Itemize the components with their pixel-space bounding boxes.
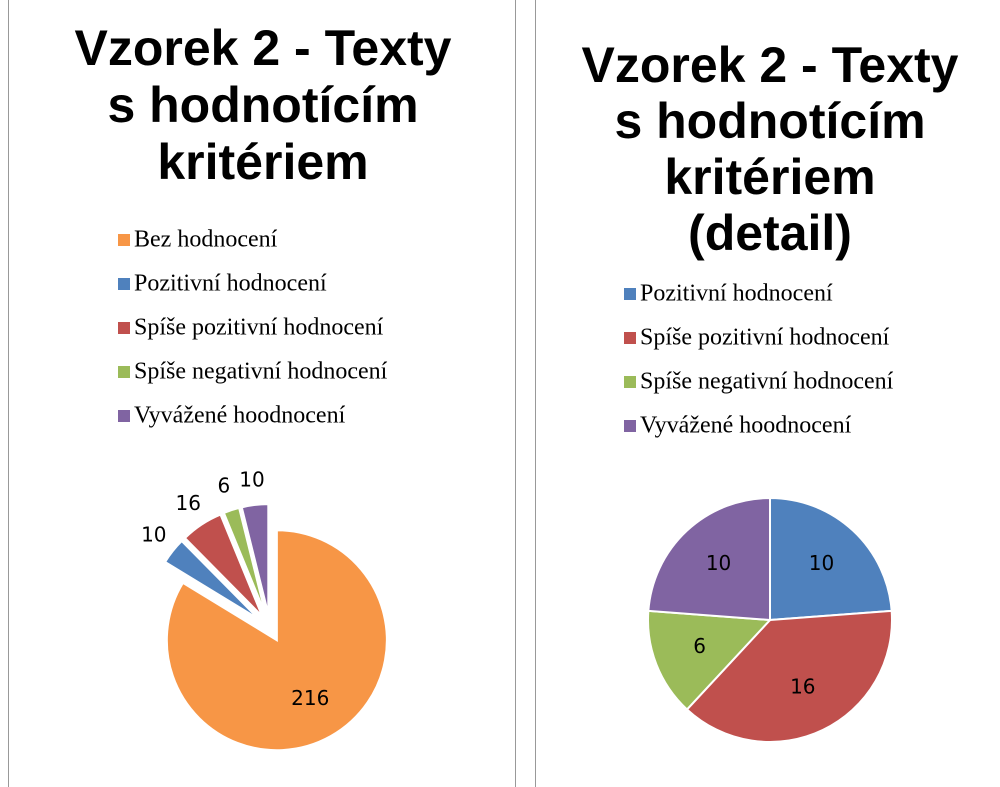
legend-swatch: [624, 332, 636, 344]
legend-swatch: [624, 288, 636, 300]
chart-title: kritériem: [157, 134, 368, 190]
legend-swatch: [118, 366, 130, 378]
legend-swatch: [118, 322, 130, 334]
pie-slice: [165, 529, 388, 752]
pie-slice: [647, 496, 771, 622]
data-label: 6: [693, 634, 706, 658]
legend-label: Vyvážené hoodnocení: [640, 413, 852, 439]
data-label: 216: [291, 686, 329, 710]
chart-title: s hodnotícím: [614, 93, 925, 149]
data-label: 10: [706, 551, 731, 575]
chart-title: Vzorek 2 - Texty: [581, 37, 958, 93]
legend-label: Vyvážené hoodnocení: [134, 403, 346, 429]
legend-swatch: [118, 278, 130, 290]
pie-slice: [222, 506, 267, 616]
legend-swatch: [118, 234, 130, 246]
data-label: 10: [141, 523, 166, 547]
legend-swatch: [624, 376, 636, 388]
legend-label: Spíše negativní hodnocení: [640, 369, 894, 395]
pie-slice: [685, 609, 893, 743]
data-label: 10: [809, 551, 834, 575]
legend-label: Spíše pozitivní hodnocení: [640, 325, 890, 351]
legend-swatch: [118, 410, 130, 422]
legend-label: Pozitivní hodnocení: [134, 271, 327, 297]
pie-slice: [769, 496, 893, 622]
legend-swatch: [624, 420, 636, 432]
legend-label: Spíše negativní hodnocení: [134, 359, 388, 385]
data-label: 6: [217, 474, 230, 498]
pie-slice: [240, 503, 270, 615]
data-label: 16: [176, 491, 201, 515]
chart-title: (detail): [688, 205, 852, 261]
legend-label: Pozitivní hodnocení: [640, 281, 833, 307]
chart-title: kritériem: [664, 149, 875, 205]
chart-title: Vzorek 2 - Texty: [74, 20, 451, 76]
pie-slice: [183, 513, 264, 618]
pie-slice: [647, 609, 773, 711]
data-label: 10: [239, 467, 264, 491]
chart-title: s hodnotícím: [107, 77, 418, 133]
legend-label: Spíše pozitivní hodnocení: [134, 315, 384, 341]
legend-label: Bez hodnocení: [134, 227, 278, 253]
pie-slice: [163, 539, 260, 621]
data-label: 16: [790, 675, 815, 699]
